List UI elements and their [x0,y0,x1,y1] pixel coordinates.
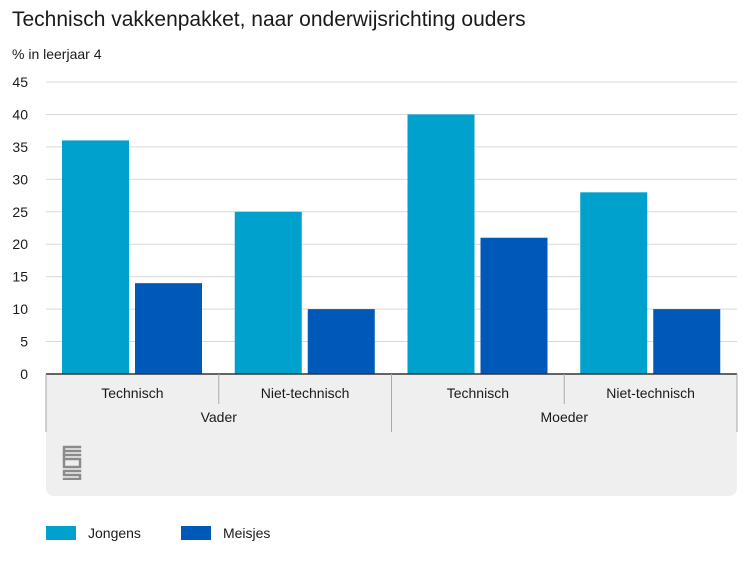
x-category-label: Technisch [447,385,509,401]
legend-label-meisjes: Meisjes [222,525,271,541]
legend-swatch-jongens [46,526,76,540]
legend-swatch-meisjes [180,526,211,540]
legend-label-jongens: Jongens [88,525,141,541]
chart-title: Technisch vakkenpakket, naar onderwijsri… [12,8,526,31]
y-axis-unit-label: % in leerjaar 4 [12,46,102,62]
bar-jongens [234,211,302,374]
y-tick-label: 20 [12,236,28,252]
bar-meisjes [135,283,202,374]
y-tick-label: 10 [12,301,28,317]
x-group-label: Vader [201,409,238,425]
y-tick-label: 45 [12,74,28,90]
x-category-label: Niet-technisch [606,385,695,401]
bar-jongens [580,192,648,374]
bar-meisjes [307,309,375,374]
y-tick-label: 0 [20,366,28,382]
bar-chart: 0 5 10 15 20 25 30 35 40 45 Technisch Niet-technisc… [12,74,738,496]
y-tick-label: 40 [12,106,28,122]
bar-jongens [407,114,475,374]
bar-meisjes [480,237,548,374]
y-tick-label: 30 [12,171,28,187]
bar-jongens [62,140,129,374]
x-category-label: Technisch [101,385,163,401]
legend: Jongens Meisjes [46,525,310,541]
y-tick-label: 35 [12,139,28,155]
y-tick-label: 15 [12,269,28,285]
category-panel [46,374,737,496]
x-category-label: Niet-technisch [261,385,350,401]
x-group-label: Moeder [541,409,589,425]
y-tick-label: 5 [20,334,28,350]
cbs-logo-icon [60,444,86,485]
legend-item-jongens: Jongens [46,525,141,541]
bar-meisjes [653,309,721,374]
legend-item-meisjes: Meisjes [180,525,271,541]
y-tick-label: 25 [12,204,28,220]
